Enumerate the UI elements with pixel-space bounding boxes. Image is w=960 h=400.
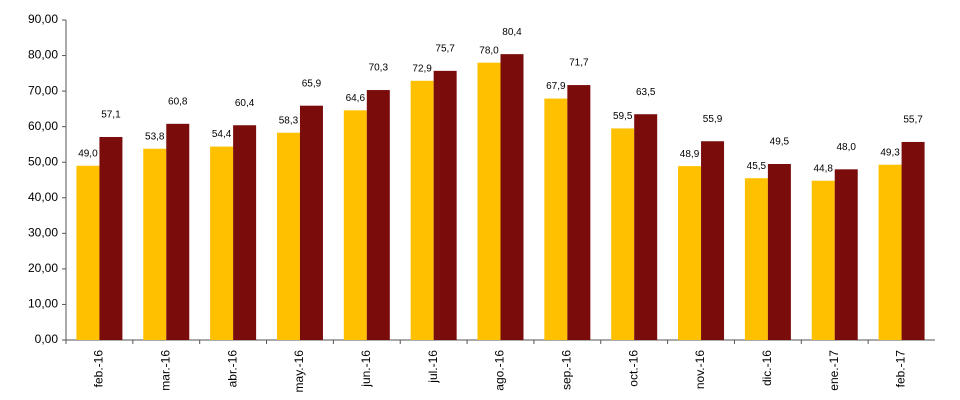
- value-label: 65,9: [302, 78, 322, 89]
- bar: [210, 146, 234, 340]
- value-label: 63,5: [636, 87, 656, 98]
- y-tick-label: 80,00: [28, 48, 58, 62]
- y-tick-label: 90,00: [28, 12, 58, 26]
- value-label: 58,3: [279, 115, 299, 126]
- bar: [834, 169, 858, 340]
- x-tick-label: nov.-16: [693, 350, 707, 389]
- bar: [811, 180, 835, 340]
- bar: [410, 80, 434, 341]
- value-label: 59,5: [613, 111, 633, 122]
- x-tick-label: feb.-17: [894, 350, 908, 388]
- bar: [299, 105, 323, 340]
- value-label: 80,4: [502, 27, 522, 38]
- bar: [366, 90, 390, 341]
- value-label: 71,7: [569, 58, 589, 69]
- value-label: 70,3: [369, 63, 389, 74]
- bar: [166, 123, 190, 340]
- value-label: 60,4: [235, 98, 255, 109]
- bar: [500, 54, 524, 341]
- bar: [567, 85, 591, 340]
- bar: [701, 141, 725, 340]
- value-label: 53,8: [145, 131, 165, 142]
- value-label: 78,0: [479, 45, 499, 56]
- x-tick-label: dic.-16: [760, 350, 774, 386]
- bar: [678, 166, 702, 340]
- bar: [744, 178, 768, 340]
- value-label: 49,5: [770, 137, 790, 148]
- value-label: 64,6: [346, 93, 366, 104]
- y-tick-label: 20,00: [28, 261, 58, 275]
- bar: [477, 62, 501, 341]
- bar: [611, 128, 635, 340]
- bar: [233, 125, 257, 340]
- bar: [76, 165, 100, 340]
- x-tick-label: feb.-16: [92, 350, 106, 388]
- value-label: 57,1: [101, 110, 121, 121]
- y-tick-label: 30,00: [28, 226, 58, 240]
- x-tick-label: abr.-16: [225, 350, 239, 388]
- x-tick-label: may.-16: [292, 350, 306, 393]
- y-tick-label: 0,00: [35, 332, 59, 346]
- y-tick-label: 10,00: [28, 297, 58, 311]
- value-label: 60,8: [168, 96, 188, 107]
- value-label: 55,9: [703, 114, 723, 125]
- x-tick-label: jul.-16: [426, 350, 440, 384]
- value-label: 49,0: [78, 148, 98, 159]
- bar: [767, 164, 791, 340]
- bar: [901, 141, 925, 340]
- bar: [433, 70, 457, 340]
- y-tick-label: 40,00: [28, 190, 58, 204]
- bar: [544, 98, 568, 340]
- value-label: 55,7: [903, 115, 923, 126]
- x-tick-label: jun.-16: [359, 350, 373, 388]
- x-tick-label: oct.-16: [626, 350, 640, 387]
- bar: [143, 148, 167, 340]
- bar: [276, 132, 300, 340]
- value-label: 54,4: [212, 129, 232, 140]
- y-tick-label: 70,00: [28, 83, 58, 97]
- value-label: 48,9: [680, 149, 700, 160]
- value-label: 49,3: [880, 147, 900, 158]
- value-label: 67,9: [546, 81, 566, 92]
- x-tick-label: sep.-16: [560, 350, 574, 390]
- bar: [878, 164, 902, 340]
- y-tick-label: 50,00: [28, 154, 58, 168]
- value-label: 48,0: [836, 142, 856, 153]
- x-tick-label: mar.-16: [158, 350, 172, 391]
- value-label: 44,8: [813, 163, 833, 174]
- value-label: 45,5: [747, 161, 767, 172]
- value-label: 72,9: [412, 63, 432, 74]
- bar: [634, 114, 658, 340]
- value-label: 75,7: [435, 43, 455, 54]
- y-tick-label: 60,00: [28, 119, 58, 133]
- x-tick-label: ago.-16: [493, 350, 507, 391]
- x-tick-label: ene.-17: [827, 350, 841, 391]
- bar: [99, 136, 123, 340]
- bar: [343, 110, 367, 340]
